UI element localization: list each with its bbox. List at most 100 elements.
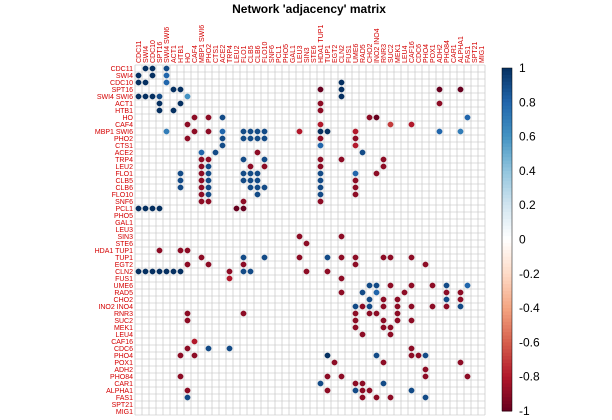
matrix-cell [408, 387, 415, 394]
matrix-cell [387, 282, 394, 289]
matrix-cell [191, 114, 198, 121]
matrix-cell [436, 128, 443, 135]
matrix-cell [240, 268, 247, 275]
colorbar-segment [502, 208, 512, 213]
row-label: RNR3 [114, 311, 133, 318]
colorbar-segment [502, 359, 512, 364]
matrix-cell [380, 359, 387, 366]
matrix-cell [198, 254, 205, 261]
colorbar-segment [502, 280, 512, 285]
colorbar-segment [502, 297, 512, 302]
matrix-cell [422, 352, 429, 359]
colorbar-tick-label: 0.8 [519, 95, 536, 109]
matrix-cell [394, 317, 401, 324]
colorbar-tick-label: -0.8 [519, 370, 540, 384]
matrix-cell [247, 128, 254, 135]
matrix-cell [205, 184, 212, 191]
matrix-cell [373, 352, 380, 359]
colorbar-segment [502, 314, 512, 319]
matrix-cell [149, 65, 156, 72]
matrix-cell [177, 373, 184, 380]
matrix-cell [170, 268, 177, 275]
column-label: POX1 [430, 44, 437, 63]
matrix-cell [352, 142, 359, 149]
colorbar-tick-label: 1 [519, 61, 526, 75]
matrix-cell [184, 345, 191, 352]
matrix-cell [184, 387, 191, 394]
matrix-cell [436, 100, 443, 107]
column-label: ACT1 [171, 45, 178, 63]
matrix-cell [443, 289, 450, 296]
colorbar-segment [502, 95, 512, 100]
column-label: GAL1 [290, 45, 297, 63]
matrix-cell [317, 184, 324, 191]
matrix-cell [191, 128, 198, 135]
colorbar-segment [502, 225, 512, 230]
matrix-cell [366, 296, 373, 303]
matrix-cell [240, 254, 247, 261]
colorbar-segment [502, 266, 512, 271]
matrix-cell [464, 373, 471, 380]
colorbar-segment [502, 301, 512, 306]
matrix-cell [163, 268, 170, 275]
color-legend: 1 0.8 0.6 0.4 0.2 0 -0.2 -0.4 -0.6 -0.8 -1 [501, 61, 540, 418]
matrix-cell [219, 142, 226, 149]
matrix-cell [156, 93, 163, 100]
matrix-cell [219, 114, 226, 121]
matrix-cell [408, 303, 415, 310]
row-label: CAR1 [114, 381, 133, 388]
matrix-cell [359, 387, 366, 394]
matrix-cell [226, 345, 233, 352]
matrix-cell [198, 163, 205, 170]
matrix-cell [142, 268, 149, 275]
matrix-cell [205, 163, 212, 170]
colorbar-segment [502, 194, 512, 199]
colorbar-segment [502, 345, 512, 350]
matrix-cell [156, 107, 163, 114]
matrix-cell [338, 93, 345, 100]
colorbar-segment [502, 71, 512, 76]
matrix-cell [422, 261, 429, 268]
column-label: SIN3 [304, 47, 311, 63]
row-label: MEK1 [114, 325, 133, 332]
colorbar-segment [502, 376, 512, 381]
colorbar-segment [502, 380, 512, 385]
matrix-cell [254, 184, 261, 191]
matrix-cell [261, 163, 268, 170]
matrix-cell [205, 191, 212, 198]
column-label: CHO2 [367, 43, 374, 63]
row-label: CDC6 [114, 346, 133, 353]
column-label: CAR1 [451, 44, 458, 63]
colorbar-segment [502, 290, 512, 295]
matrix-cell [317, 86, 324, 93]
matrix-cell [338, 373, 345, 380]
column-label: PHO4 [423, 44, 430, 63]
matrix-cell [205, 177, 212, 184]
matrix-cell [352, 135, 359, 142]
matrix-cell [184, 310, 191, 317]
matrix-cell [366, 114, 373, 121]
matrix-cell [457, 86, 464, 93]
colorbar-segment [502, 325, 512, 330]
matrix-cell [156, 100, 163, 107]
row-label: CLB6 [115, 185, 133, 192]
matrix-cells [135, 65, 471, 401]
matrix-cell [198, 184, 205, 191]
colorbar-segment [502, 119, 512, 124]
matrix-cell [324, 352, 331, 359]
matrix-cell [359, 303, 366, 310]
matrix-cell [184, 394, 191, 401]
matrix-cell [464, 282, 471, 289]
matrix-cell [380, 156, 387, 163]
matrix-cell [394, 296, 401, 303]
column-label: MBP1 SWI6 [199, 25, 206, 63]
matrix-cell [212, 149, 219, 156]
colorbar-segment [502, 386, 512, 391]
matrix-cell [373, 114, 380, 121]
matrix-cell [184, 135, 191, 142]
row-label: SUC2 [114, 318, 133, 325]
matrix-cell [198, 177, 205, 184]
matrix-cell [324, 268, 331, 275]
colorbar-segment [502, 338, 512, 343]
column-label: CLN2 [339, 45, 346, 63]
